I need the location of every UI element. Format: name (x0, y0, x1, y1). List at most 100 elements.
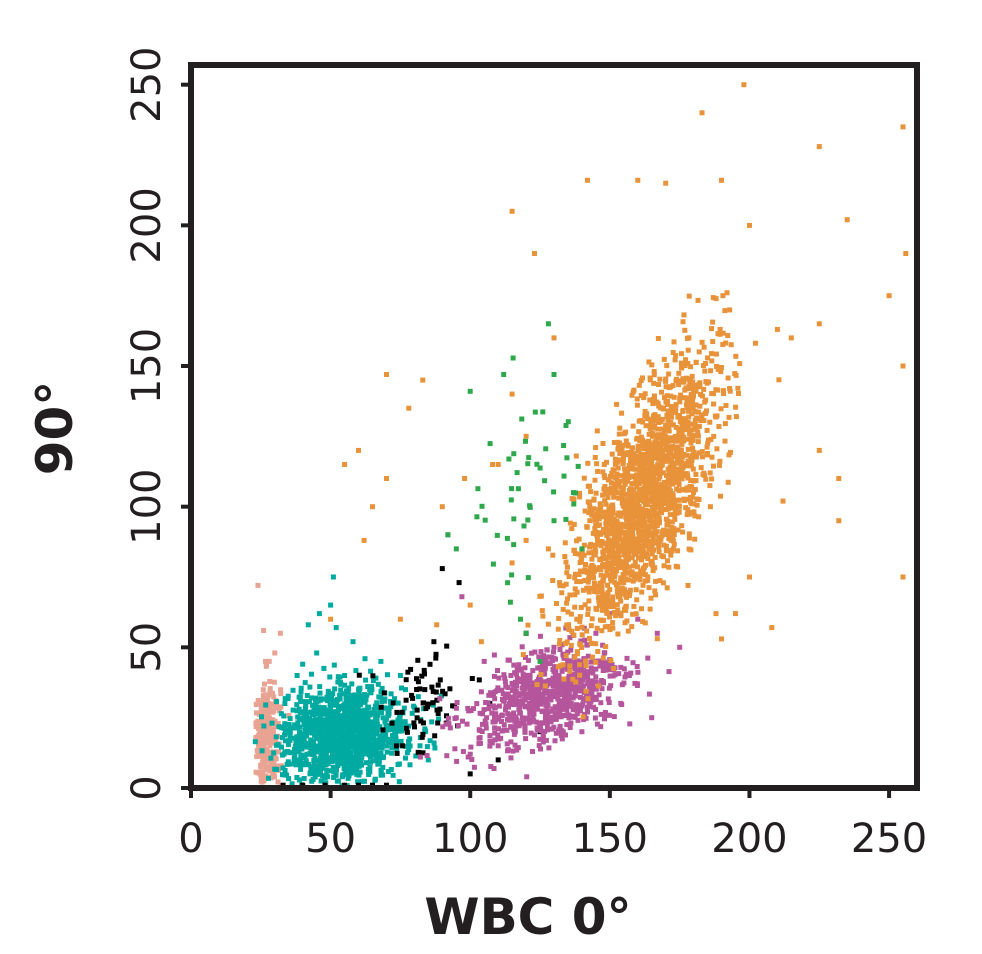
data-point-pop-5 (599, 588, 605, 594)
data-point-pop-2 (399, 685, 404, 691)
data-point-pop-5 (620, 503, 626, 508)
data-point-pop-5 (733, 414, 739, 420)
data-point-pop-2 (302, 699, 308, 705)
data-point-pop-5 (816, 144, 822, 150)
data-point-pop-5 (599, 628, 605, 634)
data-point-pop-5 (693, 359, 699, 365)
data-point-pop-5 (598, 504, 604, 509)
data-point-pop-5 (689, 373, 695, 379)
data-point-pop-5 (713, 351, 719, 357)
data-point-pop-5 (656, 515, 662, 521)
data-point-pop-5 (638, 456, 644, 462)
data-point-pop-2 (394, 739, 400, 745)
data-point-pop-5 (715, 387, 721, 393)
data-point-pop-5 (672, 438, 678, 444)
data-point-pop-4 (605, 696, 611, 702)
data-point-pop-4 (557, 677, 563, 683)
data-point-pop-5 (361, 537, 367, 543)
data-point-pop-5 (816, 321, 822, 327)
data-point-pop-5 (579, 624, 585, 630)
data-point-pop-5 (677, 447, 683, 453)
data-point-pop-5 (709, 391, 715, 396)
data-point-pop-2 (314, 731, 320, 737)
data-point-pop-5 (568, 611, 574, 617)
data-point-pop-2 (302, 709, 308, 715)
data-point-pop-5 (690, 466, 696, 472)
data-point-pop-2 (407, 743, 413, 749)
data-point-pop-5 (704, 380, 710, 386)
data-point-pop-2 (368, 759, 373, 765)
data-point-pop-5 (591, 575, 596, 581)
data-point-pop-2 (329, 746, 335, 752)
data-point-pop-5 (630, 611, 636, 617)
data-point-pop-5 (774, 326, 780, 332)
data-point-pop-2 (382, 698, 387, 704)
data-point-pop-5 (628, 572, 634, 578)
data-point-pop-2 (298, 766, 304, 772)
data-point-pop-2 (367, 731, 373, 737)
data-point-pop-5 (561, 676, 567, 682)
data-point-pop-5 (650, 568, 656, 574)
data-point-pop-2 (326, 737, 332, 743)
data-point-pop-4 (618, 664, 624, 670)
data-point-pop-5 (627, 546, 633, 552)
data-point-pop-3 (381, 690, 387, 696)
data-point-pop-5 (539, 608, 545, 614)
data-point-pop-5 (594, 428, 600, 434)
data-point-pop-5 (651, 369, 657, 374)
data-point-pop-5 (550, 552, 556, 558)
data-point-pop-3 (419, 673, 425, 679)
data-point-pop-5 (679, 468, 684, 474)
data-point-pop-3 (356, 672, 362, 678)
data-point-pop-5 (685, 582, 691, 588)
data-point-pop-5 (572, 551, 578, 557)
data-point-pop-2 (336, 705, 342, 711)
data-point-pop-2 (309, 778, 315, 784)
data-point-pop-4 (522, 725, 528, 731)
data-point-pop-2 (303, 728, 309, 734)
data-point-pop-4 (578, 694, 583, 700)
data-point-pop-5 (672, 512, 678, 518)
data-point-pop-3 (419, 734, 425, 740)
data-point-pop-4 (569, 713, 574, 719)
data-point-pop-5 (659, 389, 665, 395)
data-point-pop-4 (518, 676, 524, 682)
data-point-pop-1 (259, 776, 265, 782)
data-point-pop-2 (374, 713, 380, 719)
data-point-pop-5 (588, 572, 594, 578)
data-point-pop-6 (509, 572, 515, 578)
data-point-pop-6 (514, 470, 520, 476)
data-point-pop-5 (623, 552, 629, 558)
data-point-pop-6 (532, 409, 538, 415)
data-point-pop-2 (284, 761, 290, 767)
data-point-pop-5 (657, 405, 663, 411)
data-point-pop-5 (626, 504, 632, 510)
data-point-pop-2 (320, 765, 326, 771)
data-point-pop-5 (397, 616, 403, 622)
data-point-pop-1 (269, 734, 275, 740)
data-point-pop-5 (677, 419, 683, 424)
data-point-pop-5 (564, 600, 570, 606)
data-point-pop-5 (670, 477, 676, 483)
data-point-pop-5 (672, 454, 678, 460)
data-point-pop-2 (324, 694, 330, 700)
data-point-pop-5 (769, 625, 775, 631)
data-point-pop-4 (555, 684, 561, 690)
data-point-pop-2 (296, 749, 302, 755)
data-point-pop-5 (520, 652, 526, 658)
data-point-pop-4 (487, 733, 493, 739)
data-point-pop-5 (674, 477, 680, 483)
data-point-pop-5 (726, 414, 732, 420)
data-point-pop-5 (659, 426, 664, 432)
data-point-pop-5 (686, 293, 692, 299)
data-point-pop-5 (647, 426, 653, 432)
data-point-pop-2 (365, 684, 371, 690)
data-point-pop-5 (788, 335, 794, 341)
data-point-pop-4 (491, 652, 497, 658)
data-point-pop-4 (556, 700, 562, 705)
data-point-pop-2 (333, 772, 339, 778)
data-point-pop-6 (511, 542, 517, 548)
data-point-pop-5 (607, 490, 613, 496)
data-point-pop-4 (452, 746, 458, 752)
data-point-pop-5 (649, 362, 655, 368)
